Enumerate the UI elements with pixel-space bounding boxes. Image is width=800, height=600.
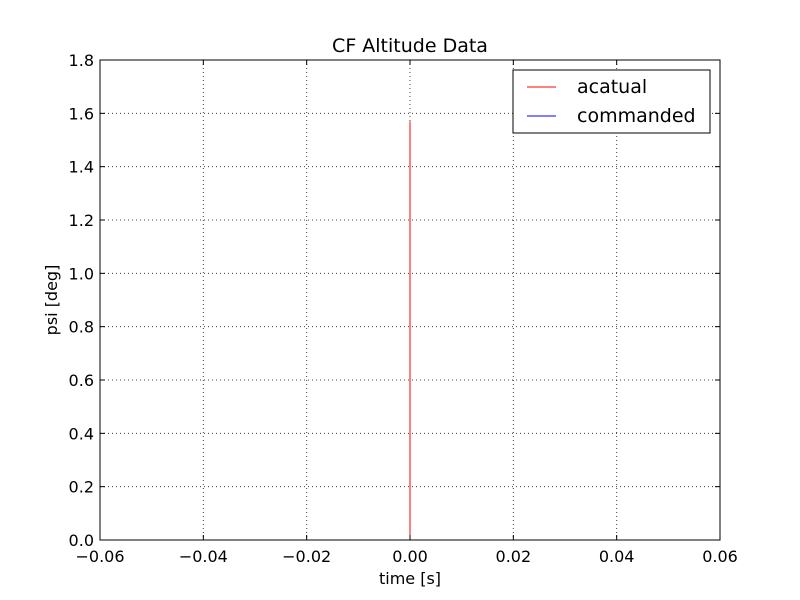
x-tick-label: −0.06 [75,547,124,566]
legend-label-commanded: commanded [577,105,696,127]
y-tick-label: 1.6 [69,104,94,123]
y-tick-label: 1.8 [69,51,94,70]
x-tick-label: −0.02 [282,547,331,566]
legend-label-acatual: acatual [577,76,647,98]
x-tick-label: 0.06 [702,547,738,566]
y-tick-label: 0.4 [69,424,94,443]
y-tick-label: 0.0 [69,531,94,550]
x-axis-title: time [s] [379,569,441,588]
x-tick-label: 0.02 [496,547,532,566]
x-tick-label: 0.00 [392,547,428,566]
tick-label-layer: −0.06 −0.04 −0.02 0.00 0.02 0.04 0.06 0.0 0.2 0.4… [69,51,738,566]
y-tick-label: 0.6 [69,371,94,390]
y-tick-label: 0.2 [69,478,94,497]
legend-box [512,69,711,134]
y-tick-label: 1.0 [69,264,94,283]
x-tick-label: −0.04 [179,547,228,566]
y-axis-title: psi [deg] [42,265,61,336]
y-tick-label: 0.8 [69,318,94,337]
chart-title: CF Altitude Data [332,35,488,57]
x-tick-label: 0.04 [599,547,635,566]
tick-layer [99,59,721,541]
legend: acatual commanded [512,69,711,134]
y-tick-label: 1.2 [69,211,94,230]
y-tick-label: 1.4 [69,158,94,177]
